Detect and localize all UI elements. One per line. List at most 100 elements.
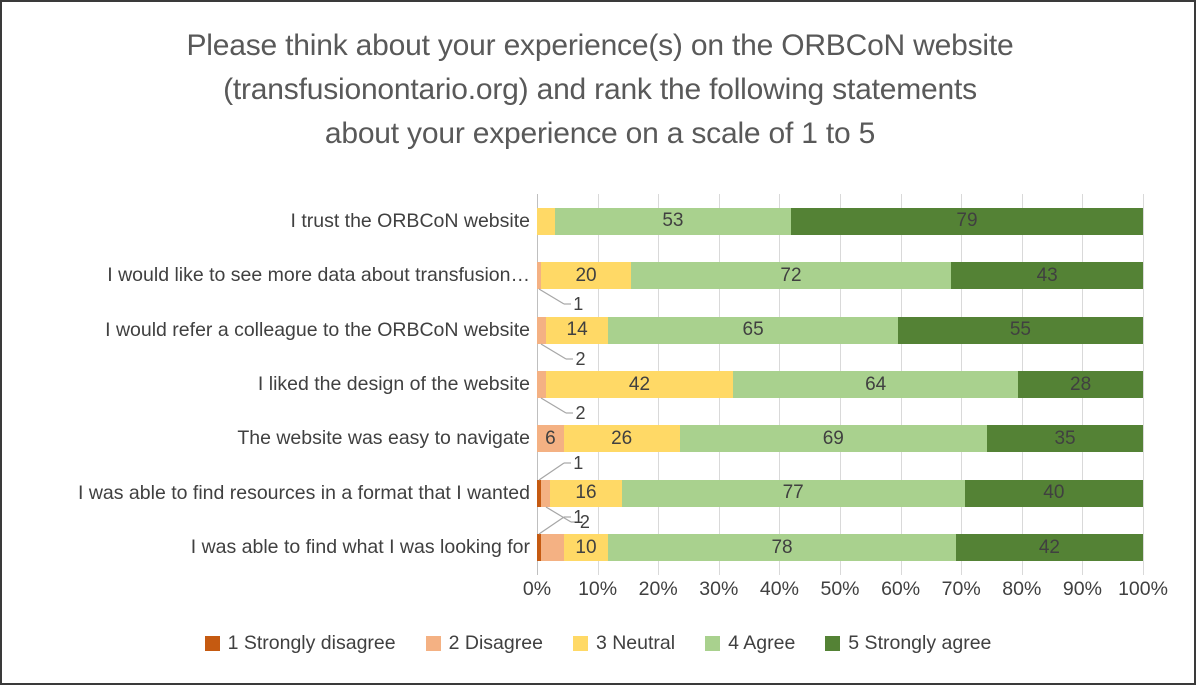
bar-segment[interactable]: 14 (545, 316, 609, 344)
bar-value-label: 65 (742, 319, 764, 341)
bar-segment[interactable]: 16 (550, 479, 622, 507)
bar-value-label: 77 (782, 482, 804, 504)
category-label: I liked the design of the website (257, 373, 530, 395)
bar-value-callout: 2 (579, 511, 590, 532)
x-axis-tick: 50% (820, 578, 860, 600)
bar-value-callout: 1 (573, 507, 584, 528)
bar-value-label: 72 (780, 264, 802, 286)
bar-segment[interactable]: 65 (608, 316, 898, 344)
legend-item[interactable]: 5 Strongly agree (825, 632, 991, 655)
bar-value-label: 79 (956, 210, 978, 232)
bar-segment[interactable]: 26 (563, 425, 680, 453)
bar-value-label: 42 (628, 373, 651, 395)
legend-swatch-icon (425, 636, 441, 651)
bar-row: 14 65 55 (537, 316, 1143, 344)
x-axis-tick: 100% (1118, 578, 1168, 600)
chart-title: Please think about your experience(s) on… (186, 29, 1014, 150)
bar-segment[interactable] (541, 534, 564, 562)
bar-value-label: 26 (611, 427, 633, 449)
bar-value-label: 53 (662, 210, 684, 232)
bar-segment[interactable]: 64 (733, 371, 1019, 398)
bar-segment[interactable]: 55 (897, 316, 1143, 344)
bar-value-label: 35 (1054, 427, 1076, 449)
x-axis-tick: 40% (759, 578, 799, 600)
legend-item[interactable]: 2 Disagree (425, 632, 543, 655)
bar-segment[interactable]: 43 (951, 262, 1143, 290)
bar-value-callout: 1 (573, 452, 584, 473)
bar-value-label: 64 (865, 373, 887, 395)
bar-row: 20 72 43 (537, 262, 1143, 290)
bar-segment[interactable] (537, 534, 542, 562)
bar-value-label: 69 (822, 427, 844, 449)
bar-value-label: 20 (575, 264, 597, 286)
bar-value-label: 16 (575, 482, 597, 504)
plot-area: 53 79 20 72 43 14 65 55 42 64 28 6 26 69 35 16 77 40 10 78 4… (537, 194, 1144, 575)
category-label: I would like to see more data about tran… (107, 264, 530, 287)
legend-item[interactable]: 3 Neutral (572, 632, 676, 655)
legend-swatch-icon (825, 636, 841, 651)
bar-segment[interactable]: 69 (679, 425, 988, 453)
x-axis-tick: 60% (881, 578, 921, 600)
x-axis-tick: 0% (522, 578, 552, 600)
bar-value-label: 43 (1036, 264, 1058, 286)
bar-row: 53 79 (537, 207, 1143, 235)
legend-item[interactable]: 1 Strongly disagree (204, 632, 396, 655)
bar-segment[interactable] (537, 207, 555, 235)
bar-row: 42 64 28 (537, 371, 1143, 398)
bar-value-label: 14 (566, 319, 588, 341)
x-axis-tick: 70% (941, 578, 981, 600)
legend-swatch-icon (705, 636, 721, 651)
bar-value-label: 40 (1043, 482, 1065, 504)
bar-segment[interactable]: 53 (554, 207, 791, 235)
bar-value-label: 55 (1009, 319, 1031, 341)
x-axis-tick-labels: 0% 10% 20% 30% 40% 50% 60% 70% 80% 90% 100% (523, 578, 1168, 606)
legend-item[interactable]: 4 Agree (705, 632, 795, 655)
legend-swatch-icon (572, 636, 588, 651)
bar-row: 16 77 40 (537, 479, 1143, 507)
bar-value-label: 28 (1070, 373, 1092, 395)
legend-label: 5 Strongly agree (848, 632, 992, 654)
bar-segment[interactable] (541, 479, 551, 507)
bar-segment[interactable]: 28 (1018, 371, 1143, 398)
bar-segment[interactable]: 79 (790, 207, 1143, 235)
legend-label: 2 Disagree (448, 632, 543, 654)
bar-row: 6 26 69 35 (537, 425, 1143, 453)
bar-segment[interactable] (537, 316, 546, 344)
bar-segment[interactable] (537, 479, 542, 507)
x-axis-tick: 90% (1062, 578, 1102, 600)
bar-segment[interactable]: 20 (541, 262, 631, 290)
category-label: I trust the ORBCoN website (290, 209, 530, 232)
bar-segment[interactable] (537, 371, 546, 398)
bar-segment[interactable]: 6 (537, 425, 564, 453)
x-axis-tick: 10% (578, 578, 618, 600)
bar-segment[interactable]: 78 (608, 534, 956, 562)
bar-segment[interactable]: 42 (955, 534, 1143, 562)
x-axis-tick: 20% (638, 578, 678, 600)
category-label: I was able to find resources in a format… (78, 481, 530, 504)
category-label: I was able to find what I was looking fo… (190, 536, 530, 559)
bar-row: 10 78 42 (537, 534, 1143, 562)
bar-segment[interactable]: 42 (545, 371, 734, 398)
category-axis-labels: I trust the ORBCoN website I would like t… (7, 194, 530, 575)
category-label: I would refer a colleague to the ORBCoN … (105, 318, 530, 341)
category-label: The website was easy to navigate (237, 427, 530, 450)
legend-label: 4 Agree (728, 632, 796, 654)
bar-value-label: 78 (771, 536, 793, 558)
bar-segment[interactable]: 10 (563, 534, 609, 562)
bar-value-label: 10 (575, 536, 597, 558)
bar-segment[interactable]: 40 (964, 479, 1143, 507)
bar-value-callout: 2 (575, 403, 586, 423)
bar-value-label: 42 (1038, 536, 1060, 558)
legend-label: 1 Strongly disagree (227, 632, 396, 654)
legend-swatch-icon (204, 636, 220, 651)
bar-segment[interactable]: 35 (987, 425, 1143, 453)
bar-value-callout: 2 (575, 348, 586, 369)
bar-segment[interactable] (537, 262, 542, 290)
bar-value-label: 6 (545, 427, 556, 449)
bar-segment[interactable]: 72 (630, 262, 952, 290)
x-axis-tick: 30% (699, 578, 739, 600)
bar-segment[interactable]: 77 (621, 479, 965, 507)
chart-legend: 1 Strongly disagree 2 Disagree 3 Neutral 4 … (2, 632, 1194, 655)
legend-label: 3 Neutral (595, 632, 676, 654)
